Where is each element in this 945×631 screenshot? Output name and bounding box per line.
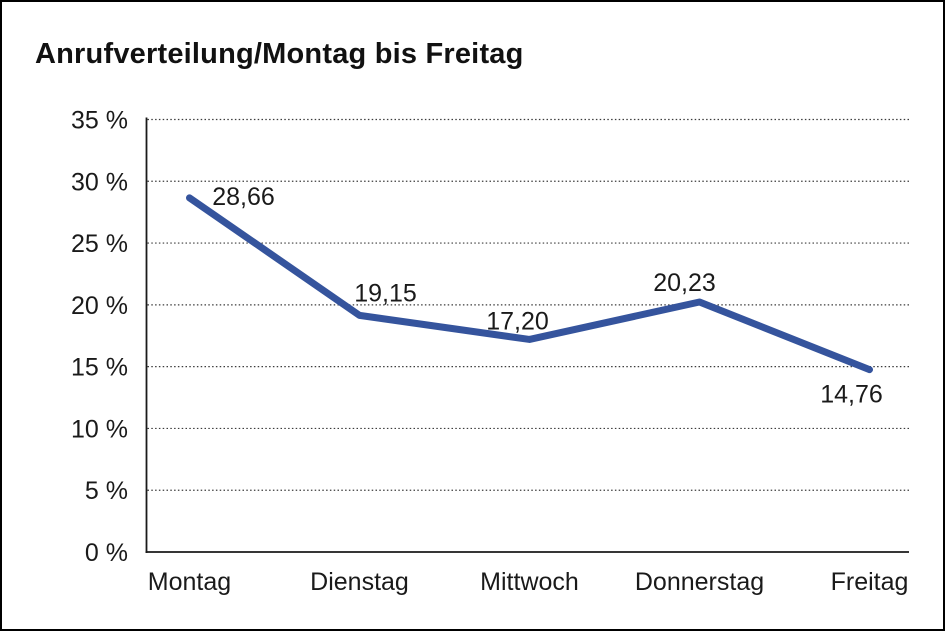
data-label-mittwoch: 17,20 — [486, 307, 549, 335]
x-tick-label-mittwoch: Mittwoch — [480, 568, 579, 596]
x-tick-label-montag: Montag — [148, 568, 231, 596]
y-tick-label-10: 10 % — [71, 415, 128, 443]
x-tick-label-dienstag: Dienstag — [310, 568, 409, 596]
data-line — [186, 194, 873, 374]
y-tick-label-20: 20 % — [71, 292, 128, 320]
x-tick-label-donnerstag: Donnerstag — [635, 568, 764, 596]
chart-title: Anrufverteilung/Montag bis Freitag — [35, 38, 524, 70]
data-label-donnerstag: 20,23 — [653, 269, 716, 297]
y-tick-label-30: 30 % — [71, 168, 128, 196]
data-label-freitag: 14,76 — [820, 381, 883, 409]
y-tick-label-5: 5 % — [85, 477, 128, 505]
y-tick-label-25: 25 % — [71, 230, 128, 258]
data-label-dienstag: 19,15 — [354, 279, 417, 307]
x-tick-label-freitag: Freitag — [831, 568, 909, 596]
y-tick-label-15: 15 % — [71, 354, 128, 382]
data-label-montag: 28,66 — [212, 183, 275, 211]
y-tick-label-0: 0 % — [85, 539, 128, 567]
y-tick-label-35: 35 % — [71, 107, 128, 135]
